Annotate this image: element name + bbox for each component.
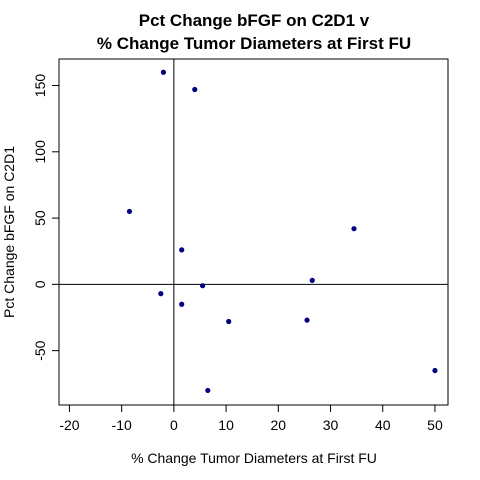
x-tick-label: 0 xyxy=(170,417,178,433)
data-point xyxy=(158,291,164,297)
x-tick-label: 10 xyxy=(218,417,234,433)
data-point xyxy=(432,367,438,374)
chart-title-line2: % Change Tumor Diameters at First FU xyxy=(97,34,411,53)
x-tick-label: 20 xyxy=(271,417,287,433)
x-tick-label: 40 xyxy=(375,417,391,433)
y-tick-label: 150 xyxy=(32,74,48,98)
chart-title-line1: Pct Change bFGF on C2D1 v xyxy=(139,11,370,30)
y-tick-label: 50 xyxy=(32,210,48,226)
data-point xyxy=(226,318,232,325)
data-point xyxy=(309,277,315,283)
x-axis: -20 -10 0 10 20 30 40 50 xyxy=(59,405,443,433)
y-axis-label: Pct Change bFGF on C2D1 xyxy=(1,146,17,318)
data-point xyxy=(126,208,133,215)
data-point xyxy=(179,247,185,253)
data-point xyxy=(179,301,185,307)
y-tick-label: -50 xyxy=(32,340,48,360)
y-tick-label: 100 xyxy=(32,140,48,164)
data-point xyxy=(205,387,211,394)
x-tick-label: 50 xyxy=(427,417,443,433)
y-axis: -50 0 50 100 150 xyxy=(32,74,59,361)
data-point xyxy=(304,317,310,323)
x-tick-label: 30 xyxy=(323,417,339,433)
plot-frame xyxy=(58,58,449,406)
y-tick-label: 0 xyxy=(32,280,48,288)
x-axis-label: % Change Tumor Diameters at First FU xyxy=(131,450,377,466)
data-point xyxy=(192,86,198,93)
x-tick-label: -20 xyxy=(59,417,79,433)
data-point xyxy=(199,283,206,289)
data-points xyxy=(126,69,438,394)
x-tick-label: -10 xyxy=(112,417,132,433)
data-point xyxy=(351,226,357,232)
data-point xyxy=(160,69,167,75)
